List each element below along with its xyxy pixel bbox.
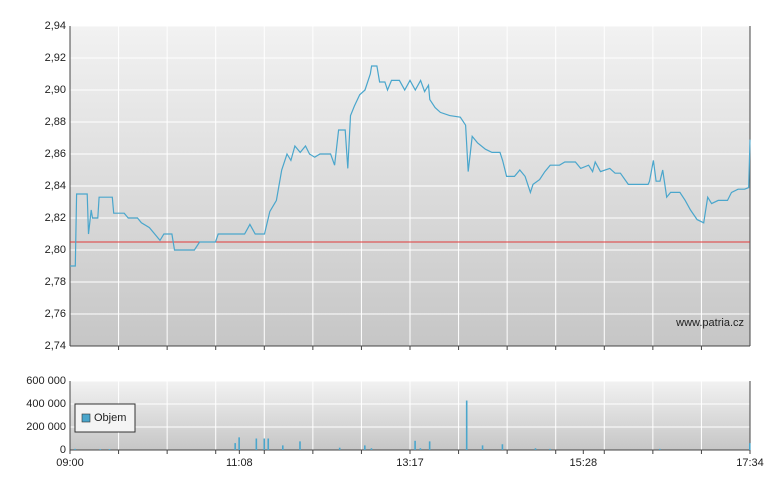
volume-bar [267, 438, 270, 450]
volume-bar [74, 448, 76, 450]
volume-bar [414, 440, 416, 450]
y-tick-label: 2,92 [45, 52, 66, 64]
volume-bar [234, 443, 236, 450]
y-tick-label: 2,82 [45, 212, 66, 224]
volume-bar [364, 445, 366, 450]
volume-bar [370, 448, 373, 450]
y-tick-label: 0 [60, 444, 66, 456]
volume-bar [501, 444, 504, 450]
volume-bar [299, 441, 301, 450]
y-tick-label: 2,86 [45, 148, 66, 160]
y-tick-label: 400 000 [26, 398, 66, 410]
volume-bar [338, 447, 341, 450]
y-tick-label: 200 000 [26, 421, 66, 433]
volume-bar [99, 449, 102, 450]
y-tick-label: 2,84 [45, 180, 66, 192]
volume-bar [549, 448, 551, 450]
y-tick-label: 600 000 [26, 375, 66, 387]
legend: Objem [74, 403, 136, 433]
x-tick-label: 09:00 [56, 457, 84, 469]
x-tick-label: 13:17 [396, 457, 424, 469]
y-tick-label: 2,76 [45, 308, 66, 320]
y-tick-label: 2,74 [45, 340, 66, 352]
volume-bar [281, 445, 284, 450]
y-tick-label: 2,78 [45, 276, 66, 288]
volume-bar [428, 441, 431, 450]
volume-bar [263, 438, 266, 450]
volume-bar [238, 437, 240, 450]
volume-bar [108, 449, 111, 450]
watermark: www.patria.cz [675, 317, 744, 329]
y-tick-label: 2,80 [45, 244, 66, 256]
volume-bar [534, 448, 537, 450]
x-tick-label: 11:08 [226, 457, 253, 469]
y-tick-label: 2,94 [45, 20, 66, 32]
x-tick-label: 15:28 [570, 457, 598, 469]
y-tick-label: 2,88 [45, 116, 66, 128]
price-line [70, 65, 751, 267]
volume-bar [659, 448, 661, 450]
volume-bar [749, 443, 751, 450]
x-tick-label: 17:34 [736, 457, 764, 469]
volume-bar [255, 438, 258, 450]
volume-bar [465, 400, 468, 450]
legend-swatch [81, 413, 91, 423]
legend-label: Objem [94, 412, 126, 424]
volume-bar [481, 445, 484, 450]
volume-bar [419, 448, 422, 450]
y-tick-label: 2,90 [45, 84, 66, 96]
